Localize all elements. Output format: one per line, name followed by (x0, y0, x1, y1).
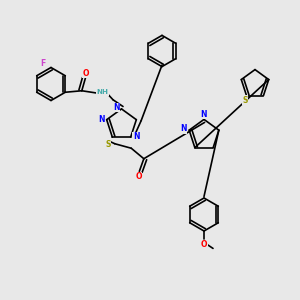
Text: N: N (98, 115, 104, 124)
Text: O: O (136, 172, 142, 181)
Text: S: S (242, 96, 248, 105)
Text: N: N (113, 103, 119, 112)
Text: S: S (105, 140, 111, 148)
Text: N: N (180, 124, 186, 133)
Text: O: O (201, 240, 207, 249)
Text: NH: NH (97, 89, 109, 95)
Text: N: N (133, 132, 139, 141)
Text: N: N (200, 110, 207, 118)
Text: F: F (40, 58, 45, 68)
Text: O: O (83, 69, 89, 78)
